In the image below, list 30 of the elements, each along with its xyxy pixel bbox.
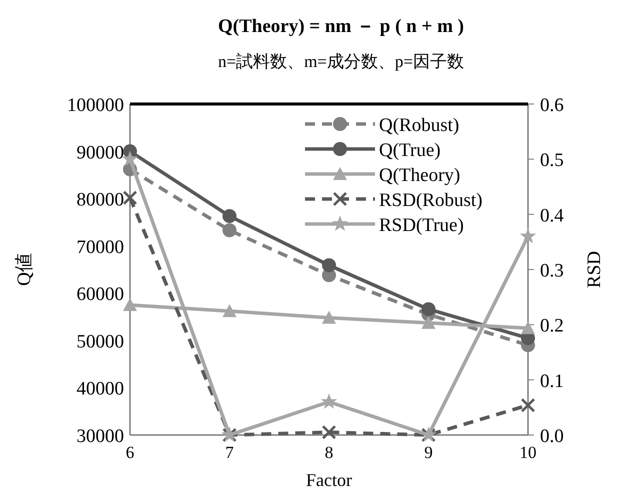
legend-label: RSD(Robust): [379, 190, 482, 211]
y-tick-label: 80000: [76, 190, 124, 211]
y-tick-label: 40000: [76, 378, 124, 400]
y2-tick-label: 0.2: [540, 316, 564, 337]
y-tick-label: 60000: [76, 284, 124, 306]
y-tick-label: 90000: [76, 142, 124, 164]
y-tick-label: 30000: [76, 426, 124, 447]
y-axis-title: Q値: [14, 253, 35, 286]
y2-tick-label: 0.3: [540, 260, 564, 282]
y-tick-label: 70000: [76, 236, 124, 258]
y2-tick-label: 0.4: [540, 205, 564, 226]
y2-tick-label: 0.0: [540, 426, 564, 447]
chart-title: Q(Theory) = nm － p ( n + m ): [218, 16, 464, 37]
x-tick-label: 8: [324, 443, 334, 462]
y-tick-label: 100000: [67, 95, 124, 116]
x-tick-label: 10: [520, 443, 536, 462]
legend-label: Q(Theory): [379, 165, 460, 186]
legend-label: Q(True): [379, 140, 441, 161]
y2-tick-label: 0.5: [540, 150, 564, 172]
x-axis-title: Factor: [306, 470, 352, 490]
x-tick-label: 6: [126, 443, 134, 462]
y2-tick-label: 0.1: [540, 370, 564, 392]
y2-axis-title: RSD: [584, 251, 605, 288]
legend-label: RSD(True): [379, 215, 464, 236]
y2-tick-label: 0.6: [540, 95, 564, 116]
x-tick-label: 9: [424, 443, 433, 462]
y-tick-label: 50000: [76, 331, 124, 352]
chart-subtitle: n=試料数、m=成分数、p=因子数: [218, 52, 464, 71]
x-tick-label: 7: [225, 443, 234, 462]
legend-label: Q(Robust): [379, 115, 460, 136]
